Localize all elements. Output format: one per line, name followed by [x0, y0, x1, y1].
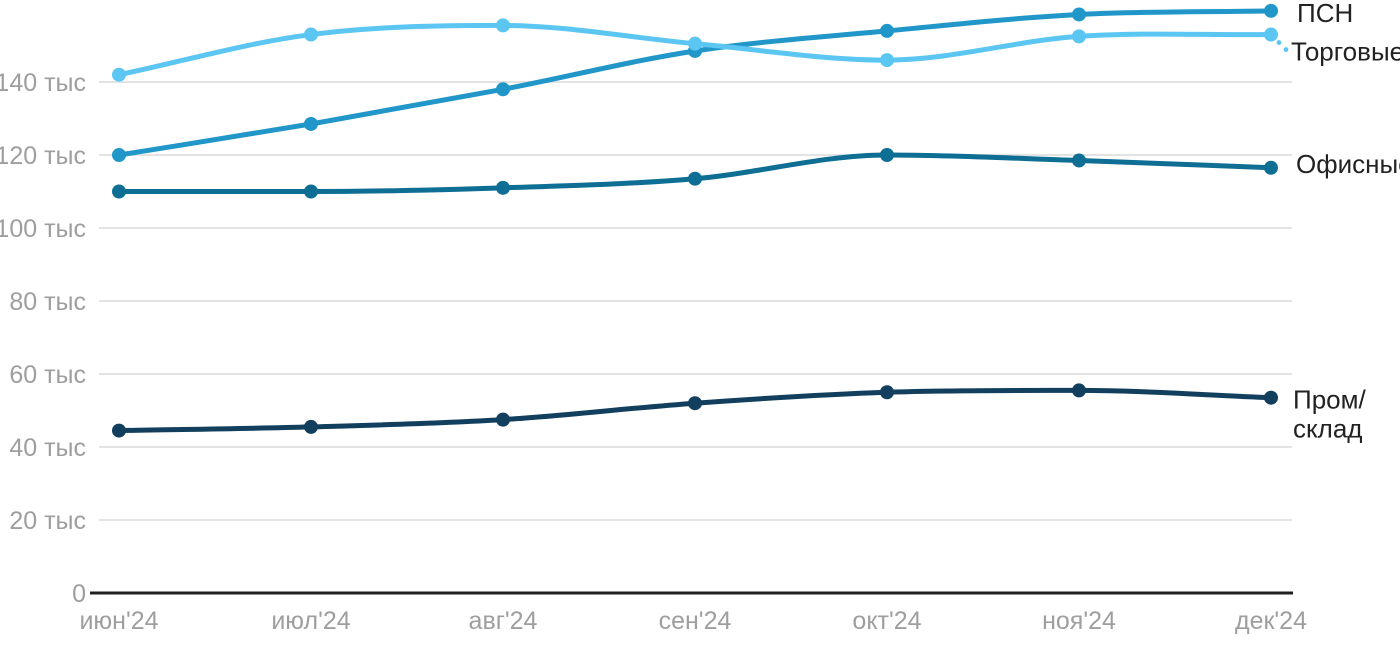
data-point-Торговые-дек'24 [1264, 27, 1278, 42]
data-point-Пром/склад-дек'24 [1264, 390, 1278, 405]
data-point-ПСН-июл'24 [304, 116, 318, 131]
x-tick-label: июн'24 [79, 607, 158, 635]
data-point-ПСН-дек'24 [1264, 3, 1278, 18]
x-tick-label: сен'24 [659, 607, 732, 635]
data-point-ПСН-июн'24 [112, 148, 126, 162]
data-point-Торговые-ноя'24 [1072, 29, 1086, 44]
data-point-Офисные-июн'24 [112, 184, 126, 199]
x-tick-label: июл'24 [271, 607, 350, 635]
series-label-Пром/склад: склад [1293, 414, 1362, 444]
data-point-Офисные-окт'24 [880, 148, 894, 162]
y-tick-label: 120 тыс [0, 142, 86, 170]
y-tick-label: 140 тыс [0, 69, 86, 97]
y-tick-label: 60 тыс [9, 361, 86, 389]
data-point-Пром/склад-ноя'24 [1072, 383, 1086, 398]
series-label-Офисные: Офисные [1296, 149, 1400, 179]
data-point-Офисные-авг'24 [496, 180, 510, 195]
y-tick-label: 80 тыс [9, 288, 86, 316]
label-leader-dot [1276, 40, 1282, 45]
data-point-Пром/склад-окт'24 [880, 385, 894, 400]
data-point-ПСН-окт'24 [880, 23, 894, 38]
x-tick-label: ноя'24 [1042, 607, 1116, 635]
data-point-Торговые-сен'24 [688, 36, 702, 51]
data-point-Офисные-июл'24 [304, 184, 318, 199]
x-tick-label: авг'24 [469, 607, 538, 635]
data-point-Торговые-июн'24 [112, 67, 126, 82]
data-point-Торговые-авг'24 [496, 18, 510, 33]
data-point-Пром/склад-сен'24 [688, 396, 702, 411]
x-tick-label: дек'24 [1235, 607, 1307, 635]
data-point-Торговые-июл'24 [304, 27, 318, 42]
data-point-ПСН-авг'24 [496, 82, 510, 97]
data-point-Пром/склад-июн'24 [112, 423, 126, 438]
y-tick-label: 0 [72, 580, 86, 608]
series-label-Торговые: Торговые [1291, 37, 1400, 67]
data-point-Пром/склад-авг'24 [496, 412, 510, 427]
label-leader-dot [1283, 47, 1289, 52]
series-label-Пром/склад: Пром/ [1293, 385, 1366, 415]
data-point-ПСН-ноя'24 [1072, 7, 1086, 22]
y-tick-label: 20 тыс [9, 507, 86, 535]
data-point-Офисные-сен'24 [688, 171, 702, 186]
y-tick-label: 40 тыс [9, 434, 86, 462]
y-tick-label: 100 тыс [0, 215, 86, 243]
data-point-Офисные-ноя'24 [1072, 153, 1086, 168]
x-tick-label: окт'24 [852, 607, 921, 635]
data-point-Торговые-окт'24 [880, 53, 894, 68]
data-point-Пром/склад-июл'24 [304, 419, 318, 434]
data-point-Офисные-дек'24 [1264, 160, 1278, 175]
series-label-ПСН: ПСН [1297, 0, 1353, 28]
